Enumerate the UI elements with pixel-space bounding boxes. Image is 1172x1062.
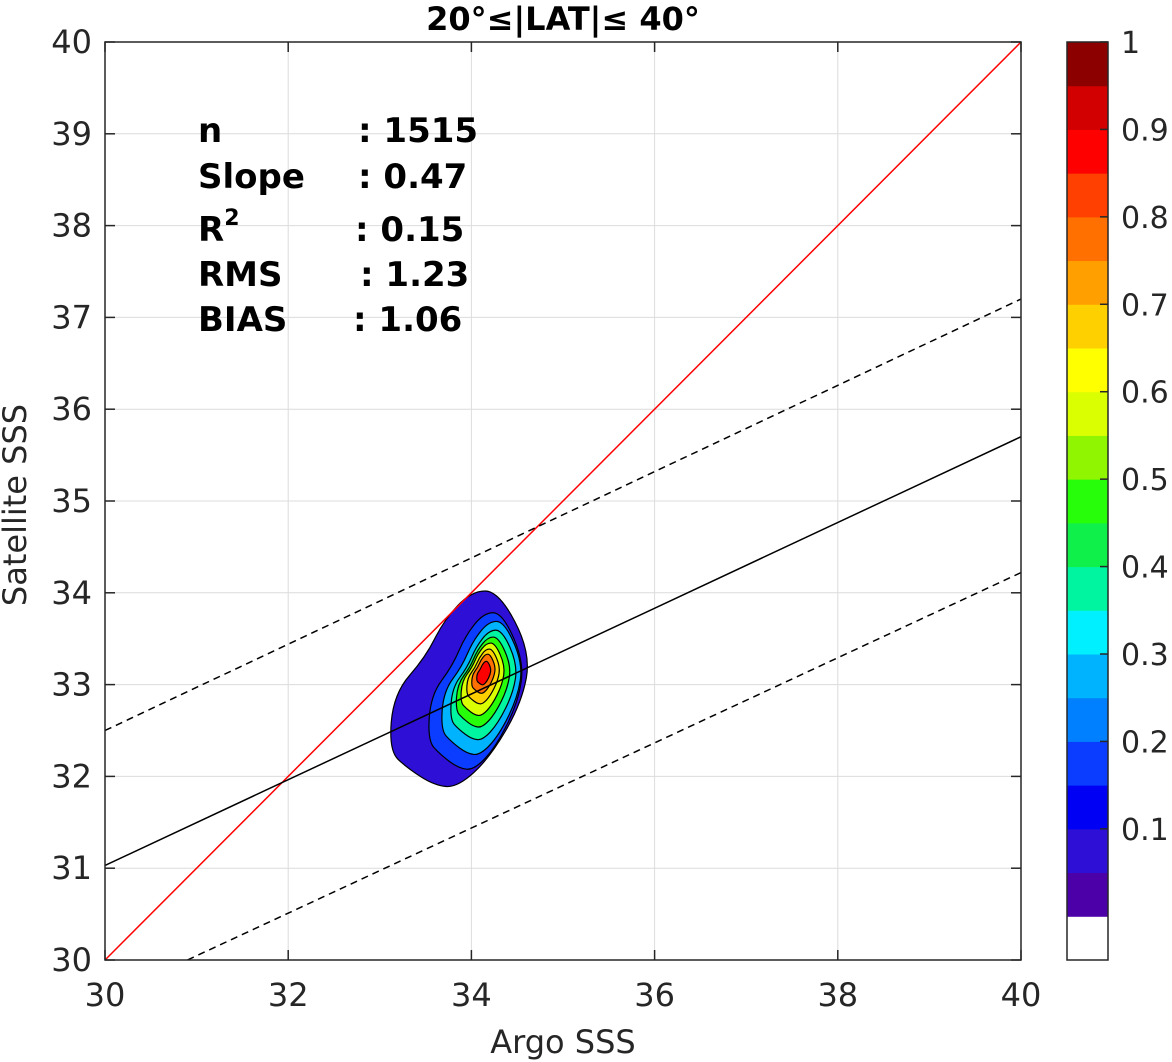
colorbar-tick-label: 0.2 <box>1121 725 1169 760</box>
colorbar-segment <box>1067 304 1108 349</box>
upper-bound-line <box>105 298 1021 732</box>
reference-lines <box>105 42 1021 960</box>
x-axis-label: Argo SSS <box>490 1023 635 1061</box>
y-tick-label: 35 <box>51 482 92 520</box>
colorbar-segment <box>1067 260 1108 305</box>
x-tick-label: 40 <box>1001 976 1042 1014</box>
stat-value: : 1.23 <box>360 255 469 295</box>
y-tick-label: 33 <box>51 666 92 704</box>
colorbar-segment <box>1067 173 1108 218</box>
stat-label: n <box>198 111 222 151</box>
y-tick-label: 39 <box>51 115 92 153</box>
density-contours <box>390 590 528 788</box>
y-tick-label: 36 <box>51 390 92 428</box>
colorbar-tick-label: 0.6 <box>1121 376 1169 411</box>
one-to-one-line <box>105 42 1021 960</box>
y-tick-label: 37 <box>51 298 92 336</box>
stat-label: Slope <box>198 157 305 197</box>
colorbar-segment <box>1067 610 1108 655</box>
colorbar-tick-label: 0.9 <box>1121 113 1169 148</box>
stat-value: : 0.15 <box>355 210 464 250</box>
y-tick-label: 34 <box>51 574 92 612</box>
grid-lines <box>104 41 1022 961</box>
colorbar-segment <box>1067 741 1108 786</box>
colorbar-segment <box>1067 785 1108 830</box>
y-tick-label: 40 <box>51 23 92 61</box>
x-tick-labels: 30 32 34 36 38 40 <box>85 976 1042 1014</box>
colorbar-segment <box>1067 435 1108 480</box>
colorbar-segment <box>1067 828 1108 874</box>
colorbar-tick-label: 0.8 <box>1121 201 1169 236</box>
y-axis-label: Satellite SSS <box>0 404 34 606</box>
colorbar-tick-label: 0.4 <box>1121 551 1169 586</box>
regression-line <box>105 436 1021 867</box>
stat-value: : 0.47 <box>358 157 467 197</box>
colorbar-tick-label: 0.5 <box>1121 463 1169 498</box>
stat-value: : 1.06 <box>353 300 462 340</box>
x-tick-label: 32 <box>268 976 309 1014</box>
lower-bound-line <box>187 571 1021 960</box>
colorbar-segment <box>1067 566 1108 611</box>
colorbar-segment <box>1067 522 1108 568</box>
colorbar-segment <box>1067 85 1108 130</box>
colorbar-tick-label: 0.7 <box>1121 288 1169 323</box>
colorbar-segment <box>1067 42 1108 87</box>
colorbar-segment <box>1067 916 1108 961</box>
colorbar-segment <box>1067 654 1108 699</box>
stat-label-superscript: 2 <box>224 206 239 231</box>
y-tick-label: 38 <box>51 207 92 245</box>
colorbar: 0.1 0.2 0.3 0.4 0.5 0.6 0.7 0.8 0.9 1 <box>1066 26 1169 961</box>
contour-level-9 <box>476 660 492 686</box>
colorbar-segment <box>1067 348 1108 393</box>
colorbar-tick-label: 1 <box>1121 26 1140 61</box>
x-tick-label: 30 <box>85 976 126 1014</box>
colorbar-segment <box>1067 872 1108 917</box>
x-tick-label: 38 <box>817 976 858 1014</box>
stat-label: RMS <box>198 255 283 295</box>
axis-ticks <box>104 41 1022 961</box>
y-tick-label: 32 <box>51 757 92 795</box>
colorbar-frame <box>1066 41 1109 961</box>
x-tick-label: 36 <box>634 976 675 1014</box>
y-tick-label: 31 <box>51 849 92 887</box>
x-tick-label: 34 <box>451 976 492 1014</box>
colorbar-tick-label: 0.1 <box>1121 813 1169 848</box>
stat-value: : 1515 <box>358 111 478 151</box>
y-tick-labels: 30 31 32 33 34 35 36 37 38 39 40 <box>51 23 92 979</box>
colorbar-segment <box>1067 216 1108 262</box>
colorbar-segment <box>1067 697 1108 742</box>
stat-label: BIAS <box>198 300 287 340</box>
colorbar-segment <box>1067 479 1108 524</box>
colorbar-segment <box>1067 391 1108 436</box>
colorbar-segment <box>1067 129 1108 174</box>
colorbar-tick-label: 0.3 <box>1121 638 1169 673</box>
chart-title: 20°≤|LAT|≤ 40° <box>426 0 700 39</box>
y-tick-label: 30 <box>51 941 92 979</box>
